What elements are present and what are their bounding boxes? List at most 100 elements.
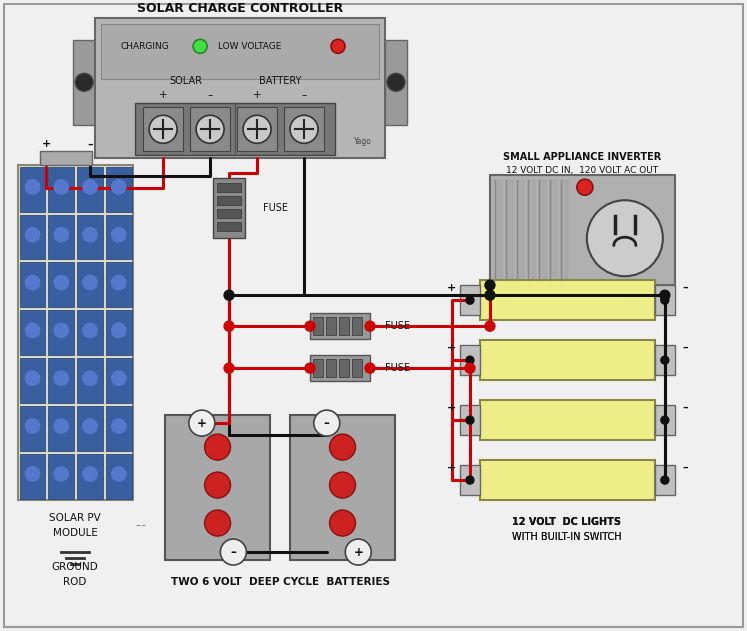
Circle shape: [314, 410, 340, 436]
Text: ROD: ROD: [63, 577, 87, 587]
Bar: [480, 340, 655, 380]
Bar: [506, 180, 513, 280]
Bar: [77, 262, 103, 307]
Bar: [217, 222, 241, 231]
Circle shape: [111, 322, 127, 338]
Circle shape: [466, 296, 474, 304]
Text: –: –: [682, 463, 688, 473]
Bar: [106, 310, 131, 355]
Bar: [539, 180, 546, 280]
Circle shape: [54, 370, 69, 386]
Bar: [19, 406, 46, 451]
Bar: [655, 285, 675, 315]
Circle shape: [82, 274, 98, 290]
Text: –: –: [208, 90, 213, 100]
Bar: [528, 180, 535, 280]
Circle shape: [305, 363, 315, 373]
Text: WITH BUILT-IN SWITCH: WITH BUILT-IN SWITCH: [512, 532, 622, 542]
Bar: [655, 345, 675, 375]
Circle shape: [54, 466, 69, 482]
Text: 12 VOLT DC IN,  120 VOLT AC OUT: 12 VOLT DC IN, 120 VOLT AC OUT: [506, 166, 658, 175]
Text: LOW VOLTAGE: LOW VOLTAGE: [218, 42, 282, 51]
Bar: [480, 280, 655, 320]
Bar: [19, 215, 46, 259]
Bar: [49, 262, 74, 307]
Bar: [313, 359, 323, 377]
Bar: [480, 400, 655, 440]
Bar: [561, 180, 568, 280]
Text: SOLAR CHARGE CONTROLLER: SOLAR CHARGE CONTROLLER: [137, 2, 343, 15]
Text: Yago: Yago: [354, 137, 372, 146]
Circle shape: [329, 472, 356, 498]
Text: +: +: [159, 90, 167, 100]
Circle shape: [25, 227, 40, 243]
Text: FUSE: FUSE: [262, 203, 288, 213]
Circle shape: [485, 280, 495, 290]
Circle shape: [54, 227, 69, 243]
Circle shape: [345, 539, 371, 565]
Bar: [165, 415, 270, 560]
Bar: [460, 285, 480, 315]
Text: WITH BUILT-IN SWITCH: WITH BUILT-IN SWITCH: [512, 532, 622, 542]
Circle shape: [25, 179, 40, 195]
Text: 12 VOLT  DC LIGHTS: 12 VOLT DC LIGHTS: [512, 517, 622, 527]
Circle shape: [111, 418, 127, 434]
Bar: [106, 454, 131, 498]
Bar: [77, 358, 103, 403]
Bar: [19, 262, 46, 307]
Bar: [284, 107, 324, 151]
Bar: [460, 345, 480, 375]
Circle shape: [82, 466, 98, 482]
Text: FUSE: FUSE: [385, 363, 411, 373]
Bar: [655, 405, 675, 435]
Text: +: +: [42, 139, 51, 150]
Circle shape: [220, 539, 247, 565]
Bar: [352, 317, 362, 335]
Bar: [655, 465, 675, 495]
Circle shape: [224, 290, 234, 300]
Bar: [106, 167, 131, 211]
Bar: [190, 107, 230, 151]
Text: –: –: [682, 283, 688, 293]
Circle shape: [466, 356, 474, 364]
Text: –: –: [324, 416, 329, 430]
Circle shape: [25, 322, 40, 338]
Text: +: +: [447, 283, 456, 293]
Text: SMALL APPLIANCE INVERTER: SMALL APPLIANCE INVERTER: [503, 152, 661, 162]
Bar: [49, 167, 74, 211]
Bar: [135, 103, 335, 155]
Text: SOLAR PV: SOLAR PV: [49, 513, 101, 523]
Bar: [49, 454, 74, 498]
Circle shape: [466, 476, 474, 484]
Circle shape: [111, 274, 127, 290]
Circle shape: [224, 321, 234, 331]
Circle shape: [82, 322, 98, 338]
Circle shape: [290, 115, 318, 143]
Circle shape: [387, 73, 405, 91]
Bar: [310, 355, 370, 381]
Bar: [19, 310, 46, 355]
Bar: [480, 460, 655, 500]
Circle shape: [205, 434, 231, 460]
Circle shape: [465, 363, 475, 373]
Bar: [77, 454, 103, 498]
Circle shape: [329, 434, 356, 460]
Text: GROUND: GROUND: [52, 562, 99, 572]
Text: MODULE: MODULE: [53, 528, 98, 538]
Bar: [106, 358, 131, 403]
Circle shape: [189, 410, 215, 436]
Bar: [143, 107, 183, 151]
Text: 12 VOLT  DC LIGHTS: 12 VOLT DC LIGHTS: [512, 517, 622, 527]
Circle shape: [660, 290, 670, 300]
Bar: [77, 167, 103, 211]
Text: SOLAR: SOLAR: [170, 76, 202, 86]
Circle shape: [82, 370, 98, 386]
Bar: [73, 40, 95, 126]
Bar: [490, 175, 675, 285]
Circle shape: [305, 321, 315, 331]
Bar: [385, 40, 407, 126]
Bar: [18, 165, 133, 500]
Circle shape: [577, 179, 593, 195]
Text: FUSE: FUSE: [385, 321, 411, 331]
Circle shape: [54, 322, 69, 338]
